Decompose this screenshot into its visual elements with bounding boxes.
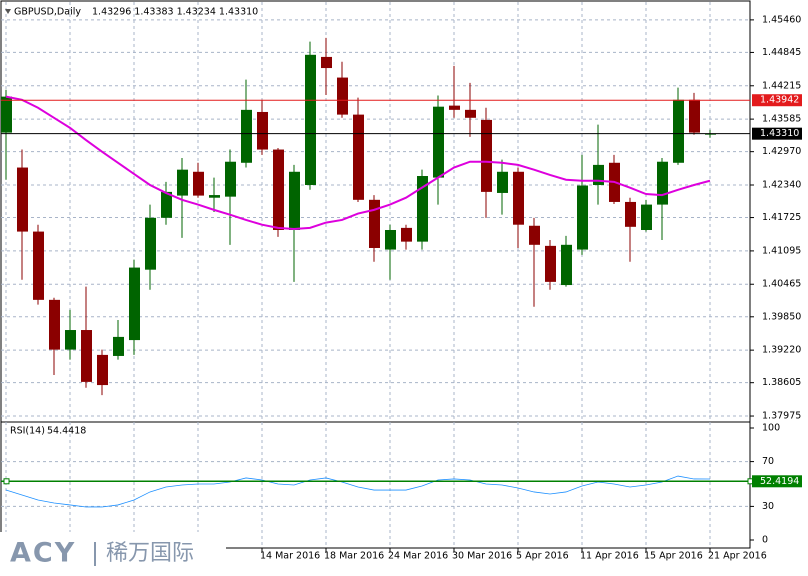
candle-body [17,167,28,232]
x-tick-label: 15 Apr 2016 [644,551,703,562]
rsi-tick-label: 0 [762,535,768,546]
candle-body [97,354,108,386]
rsi-tick-label: 30 [762,501,774,512]
y-tick-label: 1.40465 [762,279,801,290]
y-tick-label: 1.39850 [762,311,801,322]
candle-body [225,161,236,197]
candle-body [321,56,332,69]
symbol-icon [5,9,11,14]
candle-body [273,149,284,230]
candle-body [513,171,524,225]
candle-body [161,191,172,218]
ohlc-text: 1.43296 1.43383 1.43234 1.43310 [92,7,258,18]
candle-body [417,176,428,242]
candle-body [305,54,316,186]
x-tick-label: 14 Mar 2016 [260,551,320,562]
rsi-tick-label: 70 [762,456,774,467]
y-tick-label: 1.41725 [762,212,801,223]
price-line-tag [752,94,802,107]
rsi-level-label: 52.4194 [760,476,799,487]
candle-body [369,199,380,248]
candle-body [385,229,396,250]
y-tick-label: 1.38605 [762,377,801,388]
candle-body [113,336,124,356]
candle-body [1,96,12,133]
candle-body [529,225,540,245]
candle-body [49,299,60,350]
y-tick-label: 1.39220 [762,345,801,356]
candle-body [497,171,508,193]
x-tick-label: 21 Apr 2016 [708,551,767,562]
watermark-brand: ACY [10,538,76,569]
x-tick-label: 11 Apr 2016 [580,551,639,562]
candle-body [481,119,492,192]
plot-layer: 1.45460 1.44845 1.44215 1.43585 1.42970 1.423… [1,2,802,562]
candle-body [641,204,652,230]
candle-body [353,114,364,200]
candle-body [193,171,204,196]
candle-body [449,105,460,110]
x-tick-label: 30 Mar 2016 [452,551,512,562]
candle-body [177,169,188,196]
y-tick-label: 1.42340 [762,180,801,191]
chart-title: GBPUSD,Daily [14,7,81,18]
candle-body [465,109,476,118]
candle-body [577,185,588,250]
watermark: ACY 稀万国际 [0,532,226,576]
candle-body [209,195,220,198]
y-tick-label: 1.45460 [762,14,801,25]
candle-body [561,244,572,286]
candle-body [81,330,92,382]
price-line-label: 1.43310 [760,128,799,139]
candle-body [545,245,556,282]
price-line-tag [752,127,802,140]
candle-body [241,109,252,163]
candle-body [673,99,684,163]
x-tick-label: 5 Apr 2016 [516,551,569,562]
candle-body [689,99,700,133]
candle-body [657,161,668,205]
watermark-name: 稀万国际 [106,541,194,566]
candle-body [593,164,604,186]
candle-body [129,267,140,341]
y-tick-label: 1.41095 [762,245,801,256]
candle-body [433,106,444,178]
candle-body [401,227,412,242]
y-tick-label: 1.42970 [762,146,801,157]
rsi-value: 54.4418 [47,426,86,437]
x-tick-label: 24 Mar 2016 [388,551,448,562]
rsi-line [5,475,711,508]
rsi-level-handle [3,478,10,485]
y-tick-label: 1.43585 [762,114,801,125]
candle-body [289,171,300,230]
candle-body [337,77,348,115]
rsi-level-tag [752,475,802,488]
watermark-bg [0,532,226,576]
candle-body [257,111,268,150]
candle-body [145,217,156,270]
candle-body [33,231,44,300]
y-tick-label: 1.37975 [762,411,801,422]
rsi-tick-label: 100 [762,423,780,434]
candle-body [65,330,76,350]
moving-average [5,95,711,230]
candle-body [625,201,636,227]
y-tick-label: 1.44845 [762,47,801,58]
price-line-label: 1.43942 [760,95,799,106]
plot-frame [0,0,751,549]
x-tick-label: 18 Mar 2016 [324,551,384,562]
rsi-label: RSI(14) [10,426,45,437]
y-tick-label: 1.44215 [762,80,801,91]
